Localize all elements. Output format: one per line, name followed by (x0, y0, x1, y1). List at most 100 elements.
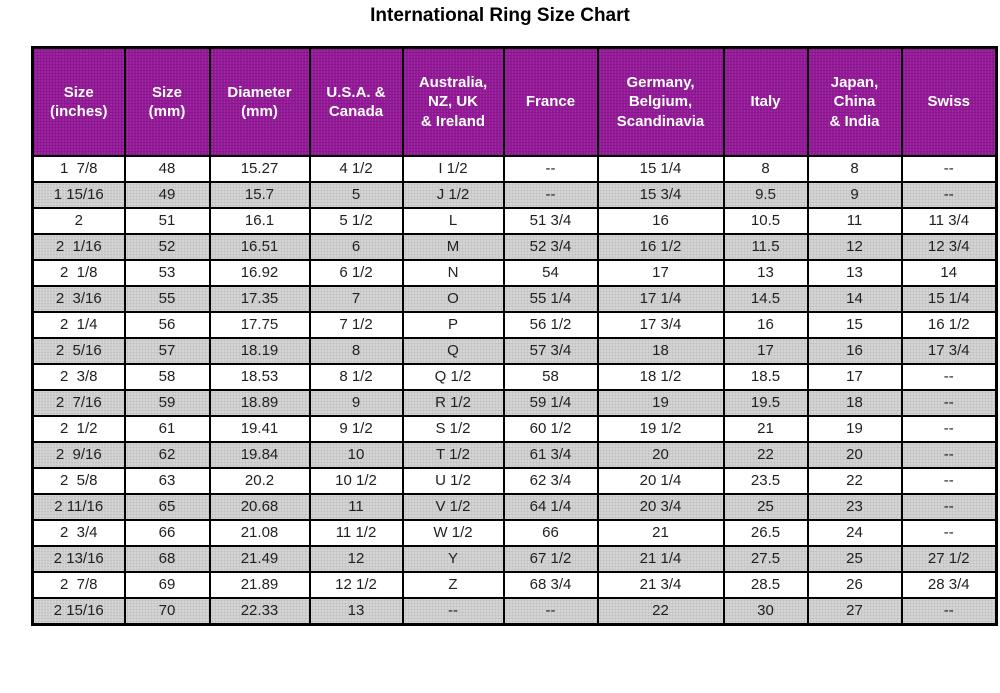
table-row: 2 3/16 55 17.35 7 O 55 1/4 17 1/4 14.5 14 15 1/4 (31, 285, 998, 313)
cell-germany_belgium_scandinavia: 21 3/4 (596, 571, 725, 599)
cell-italy: 18.5 (722, 363, 809, 391)
cell-france: 64 1/4 (502, 493, 599, 521)
cell-size_inches: 2 3/8 (31, 363, 126, 391)
cell-australia_nz_uk_ireland: P (401, 311, 505, 339)
cell-australia_nz_uk_ireland: Q 1/2 (401, 363, 505, 391)
column-header-usa_canada: U.S.A. & Canada (308, 46, 404, 157)
cell-size_mm: 69 (123, 571, 211, 599)
cell-usa_canada: 13 (308, 597, 404, 626)
cell-germany_belgium_scandinavia: 20 1/4 (596, 467, 725, 495)
cell-france: -- (502, 155, 599, 183)
cell-diameter_mm: 21.89 (208, 571, 311, 599)
cell-swiss: 17 3/4 (900, 337, 998, 365)
cell-usa_canada: 7 1/2 (308, 311, 404, 339)
cell-france: 58 (502, 363, 599, 391)
cell-japan_china_india: 11 (806, 207, 903, 235)
cell-diameter_mm: 21.49 (208, 545, 311, 573)
cell-italy: 14.5 (722, 285, 809, 313)
table-row: 2 5/16 57 18.19 8 Q 57 3/4 18 17 16 17 3/4 (31, 337, 998, 365)
cell-italy: 27.5 (722, 545, 809, 573)
table-row: 2 1/4 56 17.75 7 1/2 P 56 1/2 17 3/4 16 15 16 1/2 (31, 311, 998, 339)
cell-france: 66 (502, 519, 599, 547)
cell-italy: 22 (722, 441, 809, 469)
cell-usa_canada: 10 1/2 (308, 467, 404, 495)
table-row: 2 9/16 62 19.84 10 T 1/2 61 3/4 20 22 20 -- (31, 441, 998, 469)
cell-france: 55 1/4 (502, 285, 599, 313)
cell-swiss: 27 1/2 (900, 545, 998, 573)
cell-france: 57 3/4 (502, 337, 599, 365)
cell-size_mm: 52 (123, 233, 211, 261)
table-row: 2 7/16 59 18.89 9 R 1/2 59 1/4 19 19.5 18 -- (31, 389, 998, 417)
cell-size_mm: 48 (123, 155, 211, 183)
cell-size_mm: 65 (123, 493, 211, 521)
cell-size_inches: 2 5/8 (31, 467, 126, 495)
cell-australia_nz_uk_ireland: L (401, 207, 505, 235)
cell-australia_nz_uk_ireland: -- (401, 597, 505, 626)
cell-size_mm: 56 (123, 311, 211, 339)
cell-size_mm: 59 (123, 389, 211, 417)
cell-japan_china_india: 14 (806, 285, 903, 313)
cell-swiss: 12 3/4 (900, 233, 998, 261)
cell-france: 56 1/2 (502, 311, 599, 339)
cell-italy: 16 (722, 311, 809, 339)
cell-diameter_mm: 15.27 (208, 155, 311, 183)
cell-diameter_mm: 17.75 (208, 311, 311, 339)
table-row: 2 3/8 58 18.53 8 1/2 Q 1/2 58 18 1/2 18.5 17 -- (31, 363, 998, 391)
cell-usa_canada: 6 1/2 (308, 259, 404, 287)
cell-usa_canada: 7 (308, 285, 404, 313)
cell-japan_china_india: 8 (806, 155, 903, 183)
cell-italy: 13 (722, 259, 809, 287)
page-title: International Ring Size Chart (370, 5, 630, 26)
cell-france: 52 3/4 (502, 233, 599, 261)
cell-size_inches: 1 15/16 (31, 181, 126, 209)
cell-germany_belgium_scandinavia: 21 (596, 519, 725, 547)
cell-usa_canada: 4 1/2 (308, 155, 404, 183)
cell-usa_canada: 11 1/2 (308, 519, 404, 547)
column-header-diameter_mm: Diameter (mm) (208, 46, 311, 157)
cell-diameter_mm: 18.89 (208, 389, 311, 417)
cell-germany_belgium_scandinavia: 17 (596, 259, 725, 287)
cell-japan_china_india: 15 (806, 311, 903, 339)
table-body: 1 7/8 48 15.27 4 1/2 I 1/2 -- 15 1/4 8 8 -- 1 15/1… (31, 155, 998, 626)
cell-japan_china_india: 20 (806, 441, 903, 469)
cell-swiss: 11 3/4 (900, 207, 998, 235)
cell-australia_nz_uk_ireland: N (401, 259, 505, 287)
cell-diameter_mm: 19.84 (208, 441, 311, 469)
column-header-italy: Italy (722, 46, 809, 157)
cell-france: -- (502, 597, 599, 626)
cell-france: 59 1/4 (502, 389, 599, 417)
cell-japan_china_india: 12 (806, 233, 903, 261)
cell-japan_china_india: 18 (806, 389, 903, 417)
cell-swiss: -- (900, 467, 998, 495)
cell-size_mm: 68 (123, 545, 211, 573)
cell-swiss: -- (900, 181, 998, 209)
cell-size_mm: 53 (123, 259, 211, 287)
cell-size_inches: 2 5/16 (31, 337, 126, 365)
cell-france: 61 3/4 (502, 441, 599, 469)
cell-size_mm: 51 (123, 207, 211, 235)
cell-france: 67 1/2 (502, 545, 599, 573)
cell-diameter_mm: 15.7 (208, 181, 311, 209)
cell-italy: 28.5 (722, 571, 809, 599)
cell-usa_canada: 9 (308, 389, 404, 417)
cell-italy: 21 (722, 415, 809, 443)
table-row: 2 51 16.1 5 1/2 L 51 3/4 16 10.5 11 11 3/4 (31, 207, 998, 235)
cell-diameter_mm: 17.35 (208, 285, 311, 313)
cell-france: 60 1/2 (502, 415, 599, 443)
cell-size_inches: 2 1/4 (31, 311, 126, 339)
cell-diameter_mm: 18.53 (208, 363, 311, 391)
cell-usa_canada: 12 1/2 (308, 571, 404, 599)
cell-japan_china_india: 24 (806, 519, 903, 547)
cell-swiss: -- (900, 155, 998, 183)
cell-size_mm: 57 (123, 337, 211, 365)
cell-australia_nz_uk_ireland: J 1/2 (401, 181, 505, 209)
cell-italy: 19.5 (722, 389, 809, 417)
cell-diameter_mm: 18.19 (208, 337, 311, 365)
cell-size_mm: 70 (123, 597, 211, 626)
cell-usa_canada: 12 (308, 545, 404, 573)
column-header-france: France (502, 46, 599, 157)
cell-germany_belgium_scandinavia: 20 3/4 (596, 493, 725, 521)
table-row: 2 13/16 68 21.49 12 Y 67 1/2 21 1/4 27.5 25 27 1/… (31, 545, 998, 573)
cell-diameter_mm: 16.1 (208, 207, 311, 235)
cell-diameter_mm: 20.68 (208, 493, 311, 521)
